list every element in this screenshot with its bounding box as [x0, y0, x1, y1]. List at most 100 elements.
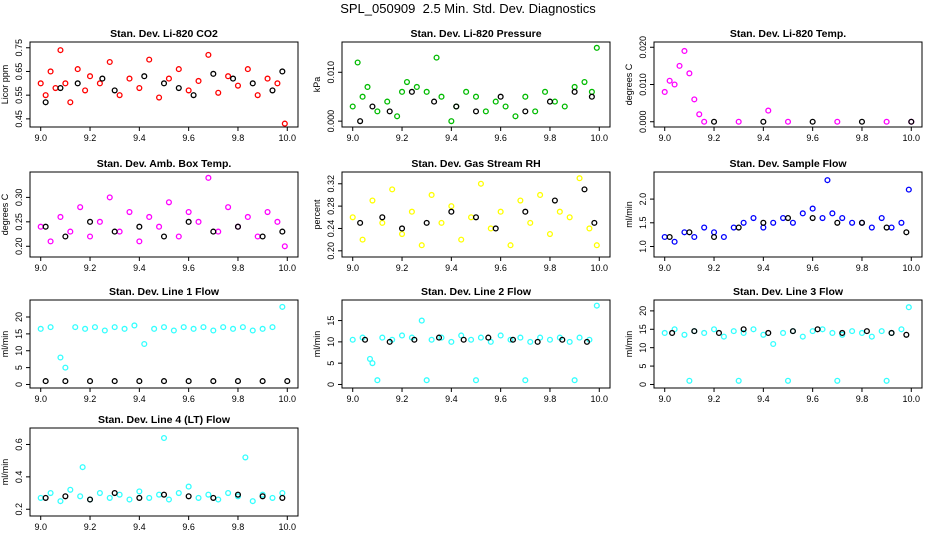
- data-point: [165, 75, 172, 82]
- x-tick-label: 9.6: [806, 133, 819, 143]
- data-point: [686, 377, 693, 384]
- data-point-black: [62, 493, 69, 500]
- x-tick-label: 9.4: [757, 394, 770, 404]
- data-point: [37, 223, 44, 230]
- data-point: [215, 496, 222, 503]
- y-tick-label: 0.30: [14, 189, 24, 207]
- panel-1: Stan. Dev. Li-820 CO2 Licor ppm 9.0 9.2 9.4 9…: [0, 28, 299, 143]
- data-point: [661, 88, 668, 95]
- data-point-black: [259, 378, 266, 385]
- data-point-black: [175, 85, 182, 92]
- data-point: [215, 228, 222, 235]
- panel-title: Stan. Dev. Li-820 Pressure: [410, 28, 541, 40]
- y-axis-label: kPa: [312, 77, 322, 93]
- data-point: [249, 498, 256, 505]
- data-point: [784, 118, 792, 125]
- x-tick-label: 9.0: [346, 263, 359, 273]
- data-point: [131, 322, 138, 329]
- x-tick-label: 9.6: [494, 263, 507, 273]
- x-tick-label: 9.0: [34, 394, 47, 404]
- y-tick-label: 0.45: [14, 110, 24, 128]
- data-point: [398, 332, 406, 339]
- panel-4: Stan. Dev. Amb. Box Temp. degrees C 9.0 9.2…: [0, 158, 299, 273]
- data-point: [225, 204, 232, 211]
- y-tick-label: 0.4: [14, 471, 24, 484]
- data-point: [418, 242, 425, 249]
- data-point: [423, 88, 430, 95]
- plot-frame: [341, 41, 611, 128]
- data-point: [190, 325, 197, 332]
- data-point-black: [858, 118, 866, 125]
- x-tick-label: 9.6: [494, 133, 507, 143]
- data-point: [126, 496, 133, 503]
- data-point: [200, 324, 207, 331]
- x-tick-label: 9.8: [544, 394, 557, 404]
- data-point-black: [710, 118, 718, 125]
- data-point: [156, 491, 163, 498]
- data-point-black: [591, 219, 598, 226]
- data-point: [239, 324, 246, 331]
- data-point: [366, 355, 374, 362]
- data-point: [359, 236, 366, 243]
- data-point: [225, 489, 232, 497]
- data-point: [160, 434, 168, 442]
- data-point-black: [740, 326, 747, 333]
- data-point: [274, 218, 281, 225]
- data-point: [740, 329, 747, 337]
- data-point: [507, 242, 514, 249]
- data-point: [834, 377, 841, 384]
- data-point: [42, 92, 49, 99]
- data-point: [244, 213, 251, 220]
- data-point: [472, 93, 480, 100]
- data-point: [586, 225, 593, 232]
- data-point: [156, 94, 163, 101]
- data-point: [57, 498, 64, 505]
- data-point: [72, 324, 79, 331]
- x-tick-label: 9.6: [806, 263, 819, 273]
- data-point-black: [834, 219, 841, 226]
- data-point: [229, 325, 237, 332]
- data-point-black: [190, 92, 197, 99]
- data-point: [799, 333, 806, 340]
- data-point: [37, 325, 44, 332]
- y-tick-label: 0.24: [326, 220, 336, 238]
- x-tick-label: 9.8: [856, 394, 869, 404]
- plot-frame: [341, 299, 611, 389]
- data-point: [106, 194, 113, 201]
- data-point-black: [809, 215, 816, 222]
- data-point-black: [666, 233, 673, 241]
- x-tick-label: 9.2: [84, 133, 97, 143]
- data-point: [829, 210, 836, 217]
- data-point: [477, 180, 484, 187]
- x-tick-label: 9.0: [658, 133, 671, 143]
- data-point: [537, 191, 544, 199]
- data-point: [151, 325, 158, 332]
- data-point: [546, 336, 554, 343]
- data-point-black: [136, 223, 143, 230]
- data-point: [379, 334, 386, 341]
- y-tick-label: 0.25: [14, 213, 24, 231]
- data-point: [234, 82, 242, 89]
- data-point-black: [669, 329, 676, 337]
- data-point-black: [431, 98, 438, 105]
- data-point-black: [279, 68, 286, 75]
- x-tick-label: 9.4: [133, 394, 146, 404]
- data-point: [691, 233, 698, 241]
- data-point-black: [357, 118, 364, 125]
- data-point: [477, 334, 484, 341]
- data-point: [394, 113, 401, 120]
- data-point: [369, 197, 376, 204]
- data-point: [730, 328, 737, 335]
- data-point: [765, 107, 772, 114]
- data-point: [770, 219, 777, 226]
- data-point: [146, 494, 153, 501]
- panel-10: Stan. Dev. Line 4 (LT) Flow ml/min 9.0 9.2 9…: [0, 414, 299, 532]
- x-tick-label: 10.0: [279, 394, 297, 404]
- data-point: [735, 377, 742, 384]
- data-point: [121, 325, 128, 332]
- data-point-black: [357, 219, 364, 226]
- data-point: [180, 324, 187, 331]
- x-tick-label: 10.0: [591, 394, 609, 404]
- data-point: [254, 92, 261, 99]
- data-point: [888, 224, 895, 231]
